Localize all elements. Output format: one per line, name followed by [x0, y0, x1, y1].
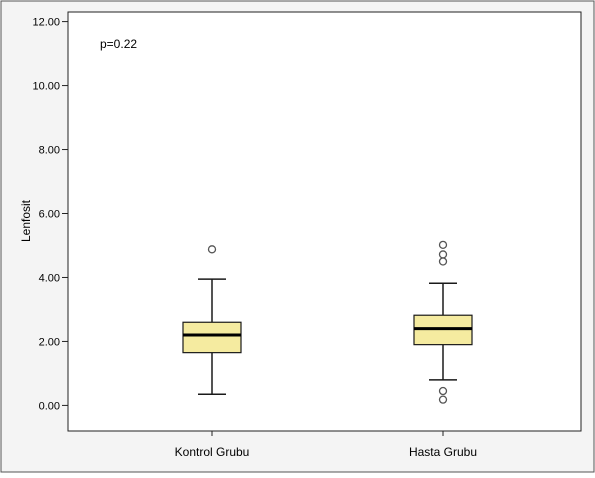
- outlier-point: [438, 250, 448, 259]
- y-axis-label: Lenfosit: [19, 199, 33, 242]
- x-axis: Kontrol Grubu Hasta Grubu: [175, 431, 477, 459]
- y-axis: 0.00 2.00 4.00 6.00 8.00 10.00 12.00: [32, 17, 68, 412]
- outlier-point: [438, 240, 448, 249]
- box-2: [413, 240, 473, 404]
- outlier-point: [438, 257, 448, 266]
- plot-area: [67, 11, 582, 432]
- iqr-box: [182, 321, 242, 354]
- p-value-annotation: p=0.22: [100, 37, 137, 51]
- outlier-point: [207, 245, 217, 254]
- y-tick-label: 8.00: [39, 145, 60, 157]
- outlier-point: [438, 395, 448, 404]
- y-tick-label: 12.00: [32, 17, 60, 29]
- y-tick-label: 6.00: [39, 209, 60, 221]
- y-tick-label: 0.00: [39, 400, 60, 412]
- y-tick-label: 10.00: [32, 81, 60, 93]
- box-series: [182, 240, 473, 404]
- y-tick-label: 4.00: [39, 272, 60, 284]
- outlier-point: [438, 386, 448, 396]
- x-tick-label: Kontrol Grubu: [175, 445, 250, 459]
- box-1: [182, 245, 242, 395]
- y-tick-label: 2.00: [39, 336, 60, 348]
- x-tick-label: Hasta Grubu: [409, 445, 477, 459]
